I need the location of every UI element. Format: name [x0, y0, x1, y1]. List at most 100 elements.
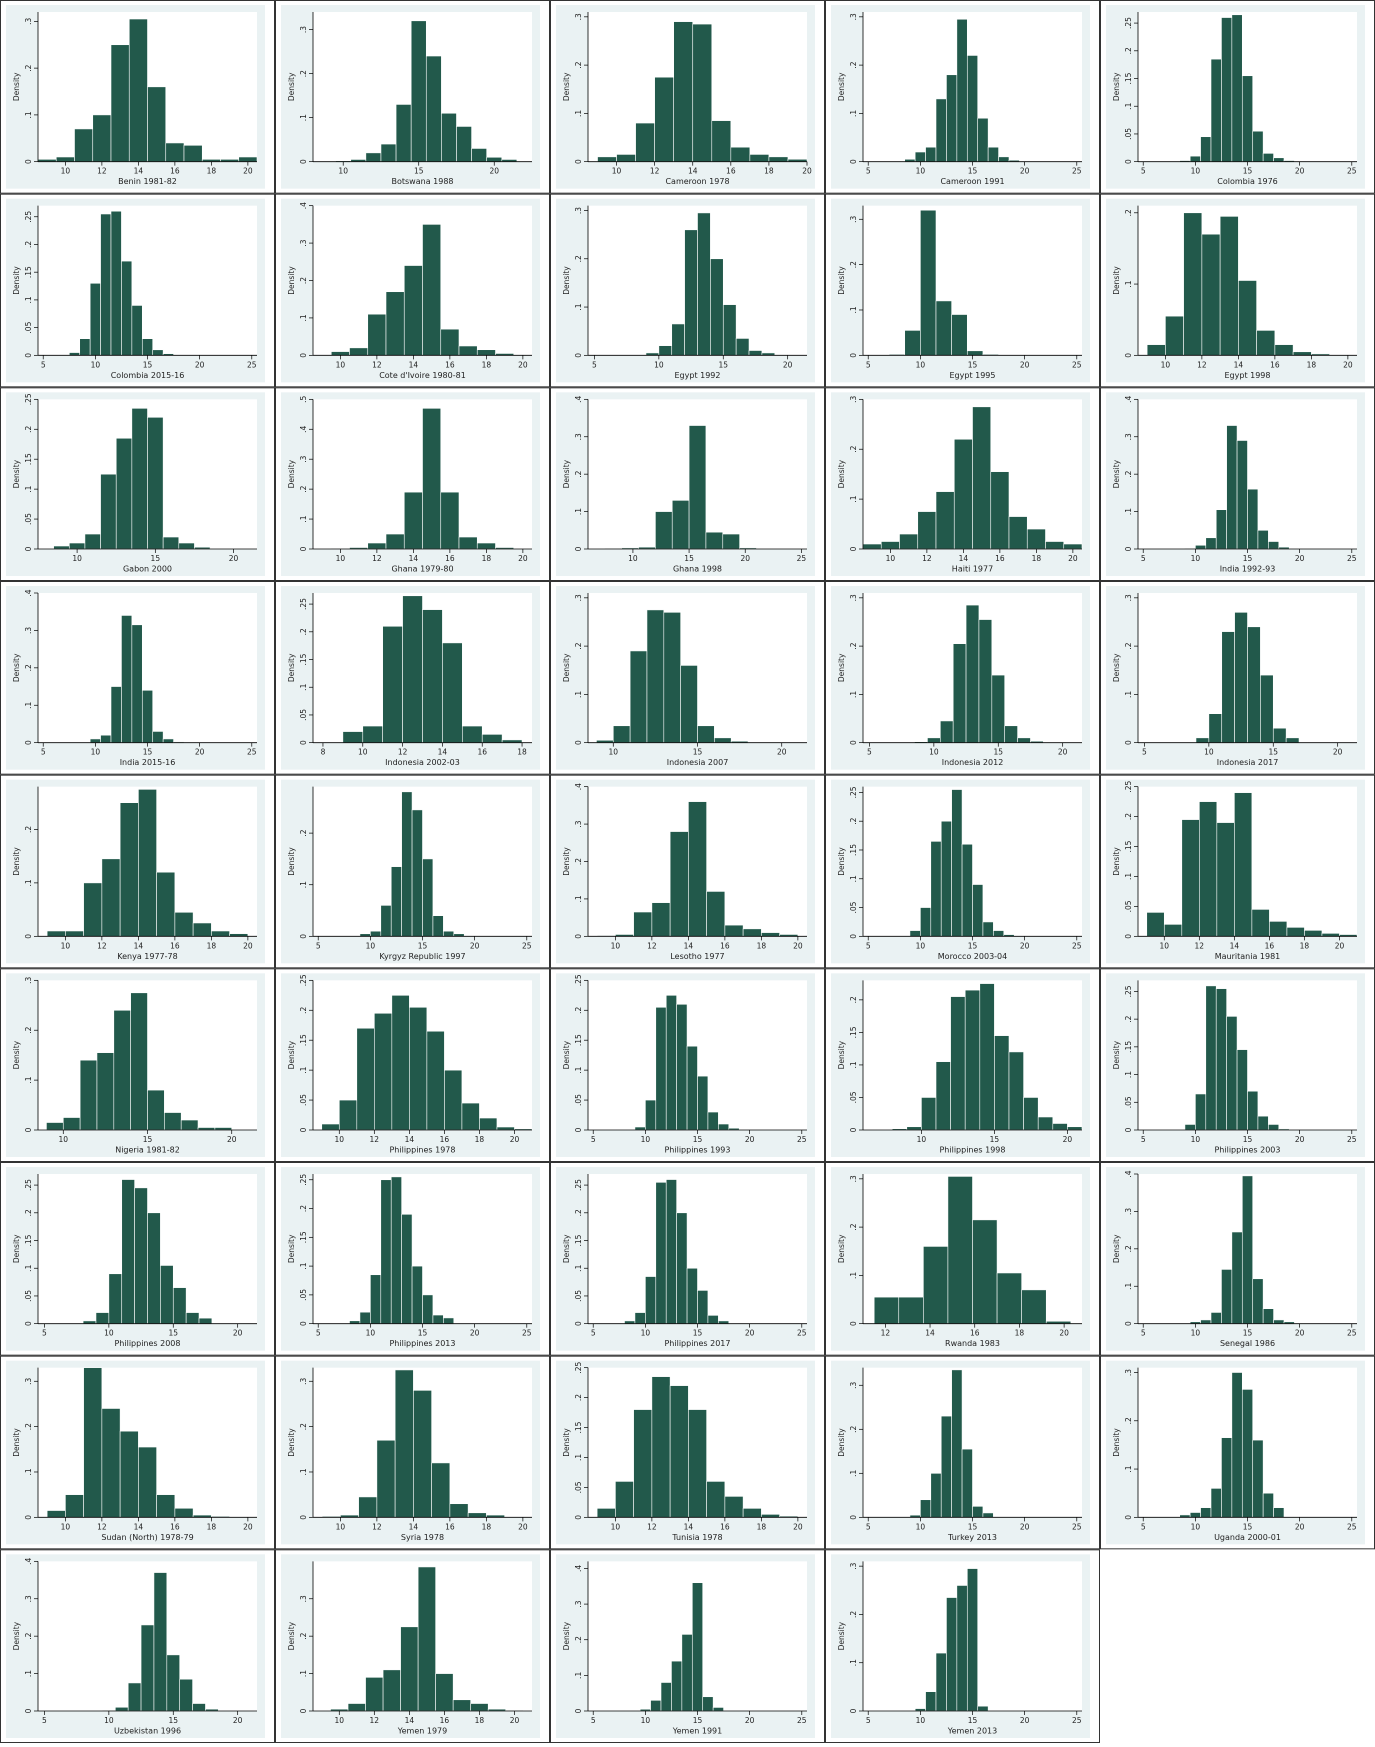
bar [920, 1500, 930, 1518]
y-tick-label: .2 [24, 425, 33, 432]
bar [148, 1213, 161, 1324]
x-tick-label: 20 [745, 1135, 755, 1144]
x-tick-label: 5 [316, 941, 321, 950]
x-tick-label: 14 [134, 1522, 144, 1531]
x-tick-label: 15 [718, 360, 728, 369]
x-tick-label: 16 [170, 1522, 180, 1531]
x-axis-title: Yemen 1991 [672, 1727, 722, 1736]
y-tick-label: .2 [849, 817, 858, 824]
bar [69, 543, 85, 549]
bar [647, 610, 664, 743]
y-tick-label: .3 [849, 1562, 858, 1569]
y-tick-label: .1 [24, 1076, 33, 1083]
x-tick-label: 20 [243, 167, 253, 176]
y-axis-title: Density [562, 653, 571, 682]
y-tick-label: .4 [299, 425, 308, 432]
x-axis-title: Yemen 1979 [397, 1727, 447, 1736]
y-tick-label: .15 [849, 844, 858, 856]
bar [1253, 1279, 1263, 1324]
bar [175, 1508, 193, 1517]
y-tick-label: .3 [299, 455, 308, 462]
bar [1275, 345, 1293, 356]
bar [363, 726, 383, 743]
x-tick-label: 14 [684, 941, 694, 950]
bar [899, 1297, 924, 1324]
x-tick-label: 20 [1333, 748, 1343, 757]
bar [1263, 153, 1273, 161]
bar [132, 625, 142, 743]
y-tick-label: .05 [849, 901, 858, 913]
bar [672, 324, 685, 355]
bar [954, 439, 972, 549]
x-tick-label: 12 [97, 1522, 107, 1531]
y-tick-label: .1 [574, 1454, 583, 1461]
x-tick-label: 18 [764, 167, 774, 176]
x-tick-label: 20 [195, 360, 205, 369]
bar [1195, 1094, 1205, 1130]
bar [921, 1097, 936, 1130]
bar [121, 261, 131, 355]
bar [936, 301, 952, 355]
bar [1268, 542, 1278, 549]
y-tick-label: 0 [849, 353, 858, 358]
bar [175, 912, 193, 936]
y-tick-label: 0 [299, 1515, 308, 1520]
x-tick-label: 16 [720, 941, 730, 950]
x-tick-label: 5 [867, 748, 872, 757]
y-tick-label: .2 [1124, 47, 1133, 54]
bar [723, 534, 740, 549]
x-tick-label: 15 [1243, 1329, 1253, 1338]
x-tick-label: 16 [440, 1135, 450, 1144]
x-tick-label: 18 [757, 941, 767, 950]
x-tick-label: 20 [793, 1522, 803, 1531]
bar [952, 1370, 962, 1517]
y-tick-label: 0 [574, 1321, 583, 1326]
bar [392, 995, 410, 1130]
bar [973, 885, 983, 937]
bar [1046, 542, 1064, 549]
x-tick-label: 10 [929, 748, 939, 757]
y-tick-label: 0 [24, 740, 33, 745]
bar [1216, 989, 1226, 1130]
bar [63, 1118, 80, 1130]
x-tick-label: 14 [925, 1329, 935, 1338]
bar [670, 832, 688, 937]
y-tick-label: 0 [1124, 740, 1133, 745]
bar [983, 1513, 993, 1517]
x-tick-label: 20 [1020, 1716, 1030, 1725]
bar [1147, 912, 1165, 936]
y-tick-label: .2 [299, 485, 308, 492]
x-tick-label: 20 [510, 1135, 520, 1144]
x-axis-title: Syria 1978 [401, 1533, 444, 1542]
x-tick-label: 20 [802, 167, 812, 176]
bar [615, 1481, 633, 1517]
x-tick-label: 20 [470, 1329, 480, 1338]
bar [993, 931, 1003, 937]
bar [634, 1410, 652, 1518]
bar [967, 351, 983, 356]
y-tick-label: .2 [1124, 1245, 1133, 1252]
y-tick-label: .1 [574, 1672, 583, 1679]
y-axis-title: Density [1112, 653, 1121, 682]
y-tick-label: .1 [299, 881, 308, 888]
x-tick-label: 12 [97, 167, 107, 176]
bar [138, 1447, 156, 1517]
y-tick-label: .2 [574, 642, 583, 649]
x-tick-label: 5 [41, 360, 46, 369]
bar [377, 1440, 395, 1517]
bar [47, 1511, 65, 1518]
y-tick-label: .25 [299, 1174, 308, 1186]
y-tick-label: 0 [574, 159, 583, 164]
y-tick-label: .05 [24, 513, 33, 525]
y-tick-label: .05 [24, 321, 33, 333]
y-tick-label: .4 [24, 1558, 33, 1565]
bar [462, 1103, 480, 1130]
y-tick-label: .1 [849, 495, 858, 502]
x-tick-label: 5 [866, 360, 871, 369]
bar [978, 118, 988, 161]
bar [951, 997, 966, 1130]
y-tick-label: 0 [574, 1515, 583, 1520]
bar [90, 739, 100, 743]
bar [409, 1007, 427, 1130]
x-tick-label: 16 [1265, 941, 1275, 950]
